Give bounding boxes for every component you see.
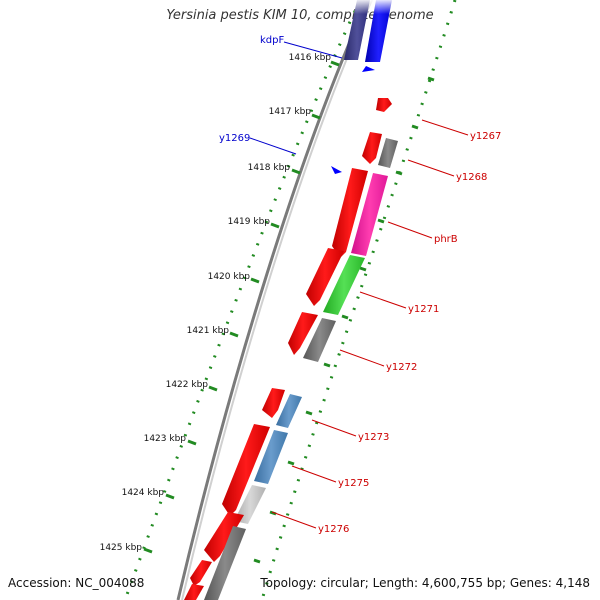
- gene-feature: [303, 318, 336, 362]
- scale-tick: [187, 439, 197, 446]
- gene-label: y1269: [219, 133, 250, 144]
- scale-label: 1425 kbp: [100, 543, 143, 553]
- label-leaders: [249, 41, 469, 529]
- scale-tick: [165, 493, 175, 500]
- gene-feature: [184, 584, 204, 600]
- scale-label: 1416 kbp: [289, 53, 332, 63]
- scale-tick: [208, 385, 218, 392]
- reverse-genes: [331, 0, 420, 174]
- scale-tick: [270, 222, 280, 229]
- leader-line: [291, 465, 337, 483]
- genome-summary-text: Topology: circular; Length: 4,600,755 bp…: [260, 576, 590, 590]
- gene-feature: [204, 526, 246, 600]
- outer-tick: [323, 362, 331, 368]
- gene-feature: [234, 485, 266, 524]
- gene-feature: [262, 388, 285, 418]
- scale-label: 1421 kbp: [187, 326, 230, 336]
- accession-text: Accession: NC_004088: [8, 576, 145, 590]
- leader-line: [339, 349, 385, 367]
- gene-feature: [332, 168, 368, 258]
- genome-backbone: [176, 0, 370, 600]
- scale-tick-group: [143, 60, 340, 554]
- leader-line: [311, 419, 357, 437]
- gene-feature: [204, 512, 244, 562]
- outer-tick: [359, 266, 367, 272]
- gene-label: y1276: [318, 524, 349, 535]
- gene-label: y1275: [338, 478, 369, 489]
- scale-label: 1418 kbp: [248, 163, 291, 173]
- scale-label: 1422 kbp: [166, 380, 209, 390]
- gene-label: y1273: [358, 432, 389, 443]
- gene-label: y1267: [470, 131, 501, 142]
- outer-tick: [253, 558, 261, 564]
- gene-label: kdpF: [260, 35, 284, 46]
- leader-line: [407, 159, 455, 177]
- gene-feature: [288, 312, 318, 355]
- outer-tick: [395, 170, 403, 176]
- leader-line: [283, 41, 343, 59]
- outer-tick: [269, 510, 277, 516]
- scale-label: 1424 kbp: [122, 488, 165, 498]
- fade-overlay: [340, 0, 420, 14]
- leader-line: [271, 511, 317, 529]
- gene-labels: kdpF y1269 y1267 y1268 phrB y1271 y1272 …: [219, 35, 501, 535]
- gene-label: y1271: [408, 304, 439, 315]
- leader-line: [387, 221, 433, 239]
- scale-tick: [250, 277, 260, 284]
- outer-tick: [377, 218, 385, 224]
- scale-label: 1417 kbp: [269, 107, 312, 117]
- gene-feature: [344, 0, 370, 60]
- scale-label: 1420 kbp: [208, 272, 251, 282]
- gene-feature: [362, 132, 382, 164]
- gene-feature: [222, 424, 270, 516]
- gene-feature: [276, 394, 302, 428]
- gene-label: phrB: [434, 234, 458, 245]
- outer-tick: [411, 124, 419, 130]
- gene-feature: [378, 138, 398, 168]
- genome-backbone-highlight: [181, 0, 373, 600]
- gene-label: y1268: [456, 172, 487, 183]
- leader-line: [421, 119, 469, 136]
- leader-line: [249, 137, 297, 155]
- outer-tick: [341, 314, 349, 320]
- scale-tick: [143, 547, 153, 554]
- outer-tick: [287, 460, 295, 466]
- scale-labels: 1416 kbp 1417 kbp 1418 kbp 1419 kbp 1420…: [100, 53, 332, 553]
- gene-feature: [376, 98, 392, 112]
- gene-feature: [190, 560, 212, 586]
- scale-tick: [291, 168, 301, 175]
- outer-tick-group: [253, 76, 435, 564]
- gene-feature: [331, 166, 342, 174]
- outer-tick: [305, 410, 313, 416]
- scale-tick: [229, 331, 239, 338]
- gene-feature: [254, 430, 288, 484]
- scale-label: 1423 kbp: [144, 434, 187, 444]
- forward-genes: [184, 98, 398, 600]
- gene-feature: [306, 248, 344, 306]
- outer-dotted-line: [260, 0, 457, 600]
- scale-label: 1419 kbp: [228, 217, 271, 227]
- outer-tick: [427, 76, 435, 82]
- leader-line: [359, 291, 407, 309]
- gene-feature: [351, 173, 388, 256]
- gene-label: y1272: [386, 362, 417, 373]
- gene-feature: [365, 0, 392, 62]
- scale-tick: [311, 113, 321, 120]
- gene-feature: [362, 66, 375, 72]
- gene-feature: [323, 255, 365, 315]
- scale-tick: [330, 60, 340, 67]
